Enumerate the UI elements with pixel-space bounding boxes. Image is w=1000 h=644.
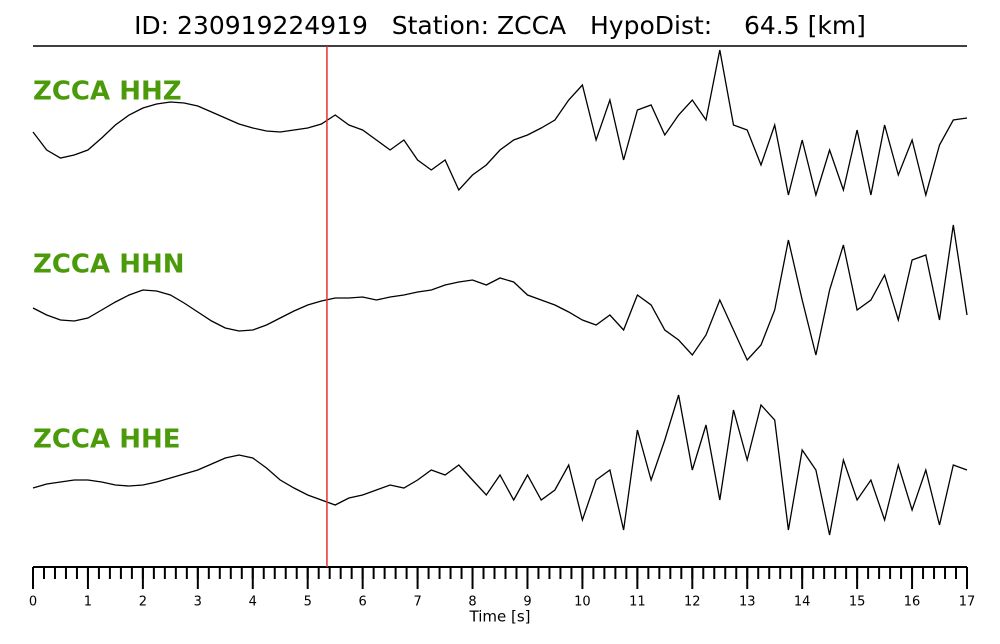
x-tick-label: 3 [194, 595, 202, 610]
x-tick-label: 13 [739, 595, 756, 610]
chart-title: ID: 230919224919 Station: ZCCA HypoDist:… [134, 11, 866, 40]
x-tick-label: 14 [794, 595, 811, 610]
x-tick-label: 10 [574, 595, 591, 610]
trace-label: ZCCA HHE [33, 425, 180, 455]
x-tick-label: 2 [139, 595, 147, 610]
x-tick-label: 1 [84, 595, 92, 610]
x-tick-label: 17 [959, 595, 976, 610]
x-tick-label: 8 [468, 595, 476, 610]
trace-line [32, 394, 968, 536]
x-tick-label: 16 [904, 595, 921, 610]
x-tick-label: 6 [359, 595, 367, 610]
x-tick-label: 4 [249, 595, 257, 610]
x-axis-label: Time [s] [469, 608, 531, 626]
x-tick-label: 12 [684, 595, 701, 610]
trace-label: ZCCA HHN [33, 250, 184, 280]
trace-line [32, 49, 968, 198]
x-tick-label: 11 [629, 595, 646, 610]
x-tick-label: 9 [523, 595, 531, 610]
trace-line [32, 224, 968, 362]
trace-label: ZCCA HHZ [33, 77, 182, 107]
x-tick-label: 0 [29, 595, 37, 610]
x-tick-label: 7 [413, 595, 421, 610]
x-tick-label: 5 [304, 595, 312, 610]
x-tick-label: 15 [849, 595, 866, 610]
